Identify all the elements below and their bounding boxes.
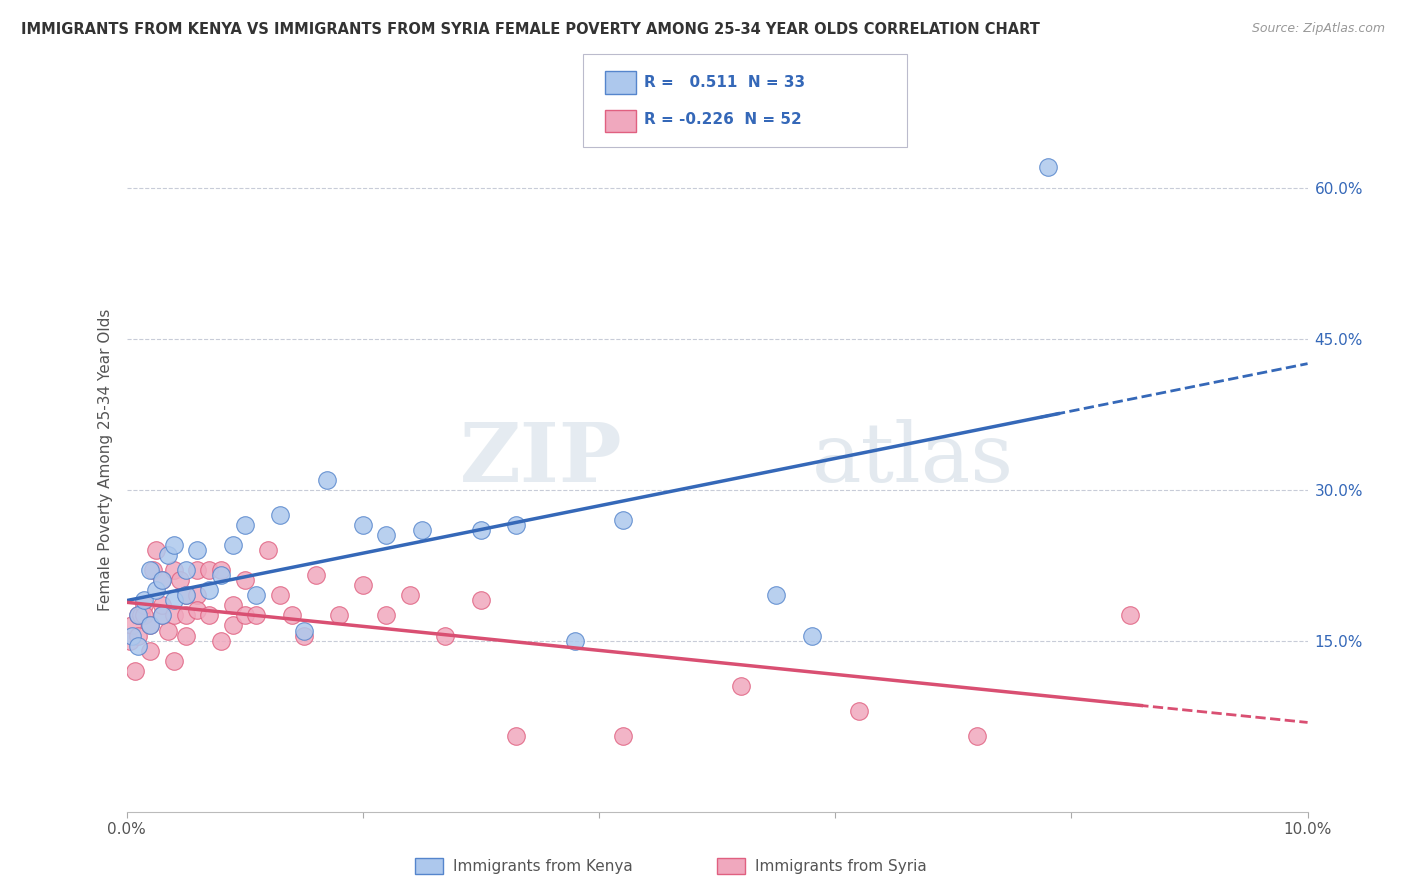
Point <box>505 729 527 743</box>
Point <box>145 543 167 558</box>
Point <box>156 548 179 562</box>
Point <box>730 679 752 693</box>
Point <box>186 588 208 602</box>
Point <box>127 608 149 623</box>
Point <box>1036 161 1059 175</box>
Point <box>222 618 245 632</box>
Point <box>292 624 315 638</box>
Point <box>257 543 280 558</box>
Point <box>399 588 422 602</box>
Point <box>269 508 291 522</box>
Point <box>150 573 173 587</box>
Text: atlas: atlas <box>811 419 1014 500</box>
Point <box>800 629 823 643</box>
Point <box>156 624 179 638</box>
Point <box>139 618 162 632</box>
Y-axis label: Female Poverty Among 25-34 Year Olds: Female Poverty Among 25-34 Year Olds <box>97 309 112 610</box>
Point <box>129 608 152 623</box>
Point <box>198 563 221 577</box>
Point <box>292 629 315 643</box>
Point <box>150 573 173 587</box>
Text: IMMIGRANTS FROM KENYA VS IMMIGRANTS FROM SYRIA FEMALE POVERTY AMONG 25-34 YEAR O: IMMIGRANTS FROM KENYA VS IMMIGRANTS FROM… <box>21 22 1040 37</box>
Text: R = -0.226  N = 52: R = -0.226 N = 52 <box>644 112 801 127</box>
Point <box>564 633 586 648</box>
Point <box>304 568 326 582</box>
Point <box>174 588 197 602</box>
Point <box>434 629 457 643</box>
Point <box>222 538 245 552</box>
Text: Immigrants from Syria: Immigrants from Syria <box>755 859 927 873</box>
Point <box>139 618 162 632</box>
Point <box>281 608 304 623</box>
Point <box>141 563 163 577</box>
Point <box>328 608 350 623</box>
Point <box>139 643 162 657</box>
Point <box>233 517 256 532</box>
Point <box>966 729 988 743</box>
Point <box>169 573 191 587</box>
Point <box>316 473 339 487</box>
Point <box>174 629 197 643</box>
Point <box>124 664 146 678</box>
Point <box>121 629 143 643</box>
Point <box>198 583 221 598</box>
Point <box>411 523 433 537</box>
Text: ZIP: ZIP <box>460 419 623 500</box>
Point <box>127 608 149 623</box>
Point <box>186 563 208 577</box>
Point <box>134 608 156 623</box>
Point <box>163 608 186 623</box>
Point <box>209 563 232 577</box>
Point <box>134 599 156 613</box>
Point <box>245 608 267 623</box>
Point <box>150 599 173 613</box>
Point <box>139 563 162 577</box>
Point <box>470 593 492 607</box>
Point <box>233 608 256 623</box>
Point <box>765 588 787 602</box>
Point <box>174 563 197 577</box>
Point <box>186 543 208 558</box>
Point <box>269 588 291 602</box>
Point <box>163 593 186 607</box>
Point <box>1119 608 1142 623</box>
Point <box>612 513 634 527</box>
Point <box>163 563 186 577</box>
Point <box>121 618 143 632</box>
Text: Source: ZipAtlas.com: Source: ZipAtlas.com <box>1251 22 1385 36</box>
Point <box>163 538 186 552</box>
Point <box>222 599 245 613</box>
Text: R =   0.511  N = 33: R = 0.511 N = 33 <box>644 75 806 89</box>
Point <box>352 517 374 532</box>
Point <box>612 729 634 743</box>
Point <box>127 639 149 653</box>
Point <box>375 528 398 542</box>
Point <box>848 704 870 718</box>
Point <box>505 517 527 532</box>
Point <box>352 578 374 592</box>
Point <box>209 568 232 582</box>
Point <box>150 608 173 623</box>
Point <box>127 629 149 643</box>
Point <box>198 608 221 623</box>
Point <box>245 588 267 602</box>
Point <box>134 593 156 607</box>
Point <box>209 633 232 648</box>
Point <box>150 608 173 623</box>
Point <box>163 654 186 668</box>
Point <box>186 603 208 617</box>
Point <box>120 633 142 648</box>
Text: Immigrants from Kenya: Immigrants from Kenya <box>453 859 633 873</box>
Point <box>470 523 492 537</box>
Point <box>145 583 167 598</box>
Point <box>174 608 197 623</box>
Point <box>375 608 398 623</box>
Point <box>174 588 197 602</box>
Point <box>233 573 256 587</box>
